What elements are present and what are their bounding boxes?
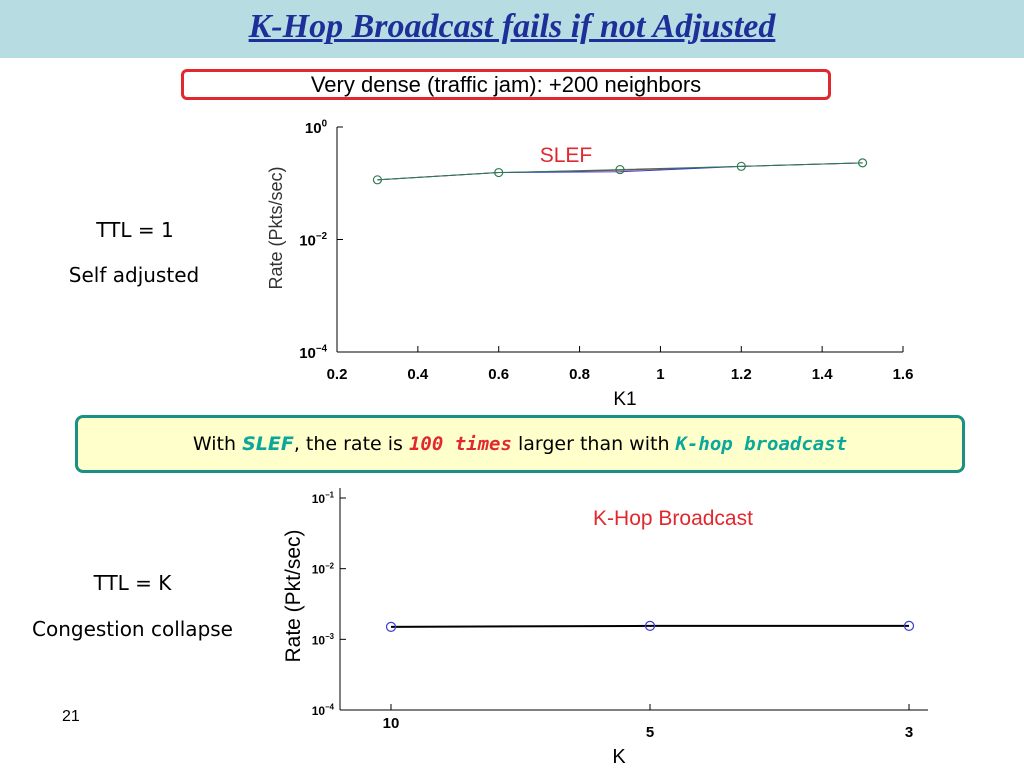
khop-data-point — [903, 620, 915, 631]
khop-x-axis-label: K — [612, 746, 626, 768]
slef-x-tick-label: 0.2 — [327, 366, 348, 383]
slef-y-tick-label: 10−2 — [299, 231, 327, 250]
callout-times: 100 times — [408, 433, 512, 455]
khop-x-tick-label: 5 — [646, 724, 654, 741]
khop-y-axis-label: Rate (Pkt/sec) — [282, 529, 305, 662]
slef-x-tick-label: 1.6 — [893, 366, 914, 383]
khop-x-tick-label: 10 — [383, 715, 400, 732]
callout-text-1: With — [192, 433, 243, 455]
ttl1-label: TTL = 1 — [96, 218, 174, 242]
slef-y-axis-label: Rate (Pkts/sec) — [266, 166, 286, 289]
khop-y-tick-label: 10−4 — [312, 703, 335, 718]
page-number: 21 — [62, 708, 80, 725]
title-bar — [0, 0, 1024, 58]
slef-x-tick-label: 1.2 — [731, 366, 752, 383]
slef-annotation: SLEF — [540, 144, 593, 167]
callout-text-3: larger than with — [511, 433, 676, 455]
khop-annotation: K-Hop Broadcast — [593, 507, 753, 530]
density-note: Very dense (traffic jam): +200 neighbors — [181, 69, 831, 100]
khop-data-point — [644, 620, 656, 631]
ttlk-note: Congestion collapse — [32, 617, 233, 641]
slide-title: K-Hop Broadcast fails if not Adjusted — [248, 8, 776, 45]
slef-x-tick-label: 0.6 — [488, 366, 509, 383]
khop-y-tick-label: 10−1 — [312, 491, 335, 506]
khop-y-tick-label: 10−2 — [312, 561, 335, 576]
callout-text-2: , the rate is — [293, 433, 409, 455]
callout-slef: SLEF — [242, 433, 294, 455]
slef-data-point — [615, 164, 625, 175]
slef-data-point — [372, 175, 383, 185]
slef-y-tick-label: 100 — [305, 118, 328, 137]
khop-y-tick-label: 10−3 — [312, 632, 335, 647]
slef-data-point — [736, 161, 746, 171]
slef-x-tick-label: 1.4 — [812, 366, 834, 383]
khop-x-tick-label: 3 — [905, 724, 913, 741]
khop-series-line — [390, 624, 909, 628]
slef-series-line — [377, 162, 863, 181]
slef-data-point — [494, 167, 504, 178]
slef-x-tick-label: 0.4 — [407, 366, 429, 383]
khop-data-point — [385, 621, 397, 632]
result-callout: With SLEF, the rate is 100 times larger … — [75, 415, 965, 473]
ttlk-label: TTL = K — [93, 571, 172, 595]
slef-x-tick-label: 1 — [656, 366, 664, 383]
slef-data-point — [857, 158, 868, 168]
slef-x-axis-label: K1 — [613, 389, 636, 410]
slef-y-tick-label: 10−4 — [299, 343, 327, 362]
slef-x-tick-label: 0.8 — [569, 366, 590, 383]
callout-khop: K-hop broadcast — [675, 433, 848, 455]
ttl1-note: Self adjusted — [68, 263, 200, 287]
